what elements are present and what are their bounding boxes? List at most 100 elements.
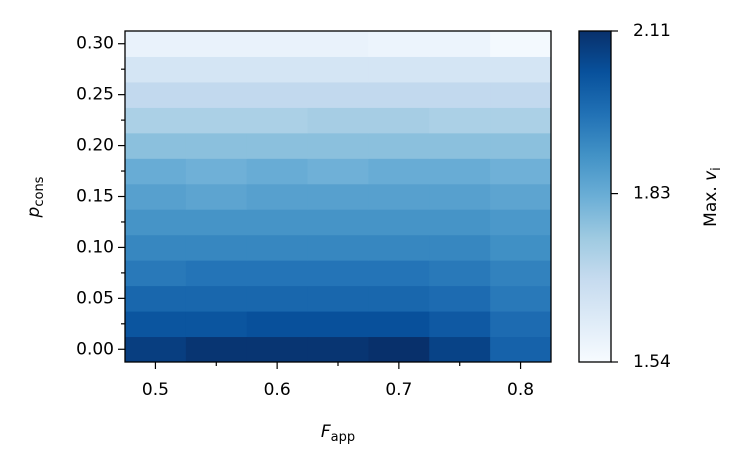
heatmap-cell: [125, 81, 187, 108]
heatmap-cell: [490, 158, 552, 185]
colorbar-label-main: Max.: [701, 181, 721, 227]
y-label-main: p: [24, 206, 44, 218]
colorbar-label: Max. vi: [701, 167, 724, 227]
heatmap-cell: [368, 260, 430, 287]
heatmap-cell: [368, 234, 430, 261]
heatmap-cell: [490, 31, 552, 57]
heatmap-cell: [490, 107, 552, 134]
x-tick-label: 0.6: [264, 380, 291, 400]
heatmap-cell: [246, 158, 309, 185]
heatmap-cell: [307, 260, 369, 287]
heatmap-cell: [185, 132, 248, 159]
x-tick-label: 0.7: [385, 380, 412, 400]
heatmap-cell: [307, 158, 369, 185]
heatmap-cell: [125, 158, 187, 185]
heatmap-cell: [307, 234, 369, 261]
heatmap-cell: [368, 107, 430, 134]
heatmap-cell: [246, 336, 309, 363]
heatmap-cell: [429, 81, 491, 108]
heatmap-cell: [246, 56, 309, 83]
heatmap-cell: [368, 132, 430, 159]
heatmap-cell: [429, 31, 491, 57]
heatmap-cell: [246, 260, 309, 287]
heatmap-cell: [490, 209, 552, 236]
colorbar-tick-label: 1.83: [633, 184, 671, 204]
heatmap-cell: [368, 209, 430, 236]
colorbar: [578, 30, 612, 363]
heatmap-cell: [429, 234, 491, 261]
heatmap-cell: [429, 183, 491, 210]
heatmap-cell: [490, 336, 552, 363]
heatmap-cell: [368, 158, 430, 185]
heatmap-cell: [368, 31, 430, 57]
heatmap-cell: [246, 183, 309, 210]
colorbar-tick-label: 2.11: [633, 21, 671, 41]
heatmap-cell: [125, 56, 187, 83]
heatmap-cell: [307, 31, 369, 57]
y-tick-label: 0.15: [76, 187, 114, 207]
heatmap-cell: [246, 107, 309, 134]
heatmap-cell: [490, 234, 552, 261]
heatmap-cell: [429, 132, 491, 159]
heatmap-cell: [490, 260, 552, 287]
x-label-main: F: [321, 422, 331, 442]
x-axis-label: Fapp: [321, 422, 355, 445]
heatmap-cell: [307, 183, 369, 210]
heatmap-cell: [368, 56, 430, 83]
heatmap-cell: [185, 234, 248, 261]
heatmap-cell: [246, 132, 309, 159]
heatmap-cell: [429, 336, 491, 363]
x-label-sub: app: [331, 430, 355, 445]
heatmap-cell: [125, 285, 187, 312]
heatmap-cell: [429, 107, 491, 134]
heatmap-cell: [185, 158, 248, 185]
y-tick-label: 0.00: [76, 339, 114, 359]
heatmap-cell: [185, 31, 248, 57]
y-tick-label: 0.10: [76, 237, 114, 257]
heatmap-cell: [368, 285, 430, 312]
heatmap-cell: [246, 311, 309, 338]
heatmap-cell: [429, 260, 491, 287]
heatmap-cell: [307, 336, 369, 363]
heatmap-cell: [307, 107, 369, 134]
heatmap-cell: [490, 285, 552, 312]
heatmap-cell: [185, 56, 248, 83]
heatmap-cell: [490, 132, 552, 159]
heatmap-cell: [185, 260, 248, 287]
heatmap-cell: [307, 285, 369, 312]
heatmap-cell: [246, 81, 309, 108]
heatmap-cell: [125, 31, 187, 57]
y-tick-label: 0.25: [76, 85, 114, 105]
y-tick-label: 0.20: [76, 136, 114, 156]
heatmap-cell: [125, 183, 187, 210]
x-tick-label: 0.5: [142, 380, 169, 400]
heatmap-cell: [307, 209, 369, 236]
heatmap-cell: [490, 56, 552, 83]
heatmap-cell: [368, 336, 430, 363]
heatmap-cell: [490, 311, 552, 338]
y-tick-label: 0.30: [76, 34, 114, 54]
heatmap-cell: [368, 311, 430, 338]
colorbar-tick-label: 1.54: [633, 352, 671, 372]
heatmap-cell: [185, 183, 248, 210]
heatmap-cell: [185, 336, 248, 363]
colorbar-label-sub: i: [709, 167, 724, 171]
heatmap-cell: [490, 183, 552, 210]
heatmap-cell: [185, 107, 248, 134]
heatmap: [125, 31, 552, 363]
heatmap-cell: [125, 234, 187, 261]
heatmap-cell: [307, 56, 369, 83]
heatmap-cell: [429, 285, 491, 312]
heatmap-cell: [429, 158, 491, 185]
heatmap-cell: [307, 311, 369, 338]
heatmap-cell: [125, 209, 187, 236]
heatmap-cell: [490, 81, 552, 108]
heatmap-cell: [246, 285, 309, 312]
heatmap-cell: [185, 81, 248, 108]
heatmap-cell: [368, 183, 430, 210]
heatmap-cell: [246, 234, 309, 261]
heatmap-cell: [307, 81, 369, 108]
heatmap-cell: [125, 132, 187, 159]
heatmap-cell: [307, 132, 369, 159]
